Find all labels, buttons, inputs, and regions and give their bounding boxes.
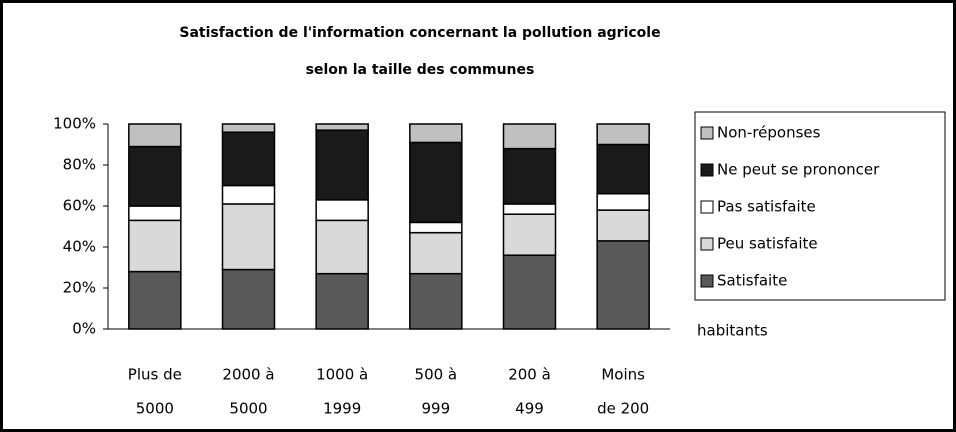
legend-swatch — [700, 163, 714, 177]
x-axis-label: habitants — [697, 322, 768, 340]
legend-label: Satisfaite — [717, 272, 787, 290]
legend-label: Non-réponses — [717, 124, 821, 142]
legend-swatch — [700, 126, 714, 140]
x-tick-label: 999 — [422, 400, 451, 418]
x-tick-label: Plus de — [128, 366, 182, 384]
bar-segment — [128, 123, 182, 148]
chart-title: selon la taille des communes — [306, 62, 535, 78]
x-tick-label: 2000 à — [222, 366, 274, 384]
bar-segment — [315, 199, 369, 222]
bar-segment — [315, 129, 369, 201]
bar-segment — [221, 131, 276, 187]
bar-segment — [409, 272, 463, 330]
bar-segment — [128, 205, 182, 222]
y-tick-label: 100% — [53, 115, 96, 133]
legend-swatch — [700, 274, 714, 288]
legend-box — [694, 111, 946, 301]
bar-segment — [502, 254, 557, 330]
x-tick-label: 1999 — [323, 400, 361, 418]
bar-segment — [596, 209, 650, 242]
legend-label: Pas satisfaite — [717, 198, 816, 216]
bar-segment — [409, 141, 463, 224]
bar-segment — [128, 270, 182, 330]
bar-segment — [221, 203, 276, 271]
x-tick-label: de 200 — [597, 400, 649, 418]
bar-segment — [409, 123, 463, 144]
y-tick-label: 0% — [72, 320, 96, 338]
bar-segment — [221, 184, 276, 205]
legend-label: Ne peut se prononcer — [717, 161, 880, 179]
bar-segment — [596, 192, 650, 211]
x-tick-label: 5000 — [229, 400, 267, 418]
chart-title: Satisfaction de l'information concernant… — [179, 25, 660, 41]
legend-swatch — [700, 200, 714, 214]
y-tick-label: 80% — [63, 156, 96, 174]
bar-segment — [128, 145, 182, 207]
bar-segment — [596, 143, 650, 195]
bar-segment — [409, 221, 463, 234]
bar-segment — [315, 219, 369, 275]
legend-swatch — [700, 237, 714, 251]
y-tick-label: 60% — [63, 197, 96, 215]
bar-segment — [315, 123, 369, 131]
y-tick-label: 20% — [63, 279, 96, 297]
x-tick-label: Moins — [601, 366, 645, 384]
legend-label: Peu satisfaite — [717, 235, 818, 253]
x-tick-label: 499 — [515, 400, 544, 418]
y-tick-label: 40% — [63, 238, 96, 256]
x-tick-label: 500 à — [415, 366, 458, 384]
x-tick-label: 1000 à — [316, 366, 368, 384]
bar-segment — [221, 123, 276, 133]
bar-segment — [502, 123, 557, 150]
bar-segment — [596, 123, 650, 146]
bar-segment — [409, 231, 463, 275]
x-tick-label: 5000 — [136, 400, 174, 418]
bar-segment — [596, 240, 650, 330]
bar-segment — [502, 203, 557, 215]
bar-segment — [315, 272, 369, 330]
bar-segment — [502, 147, 557, 205]
x-tick-label: 200 à — [508, 366, 551, 384]
bar-segment — [221, 268, 276, 330]
bar-segment — [128, 219, 182, 273]
bar-segment — [502, 213, 557, 256]
